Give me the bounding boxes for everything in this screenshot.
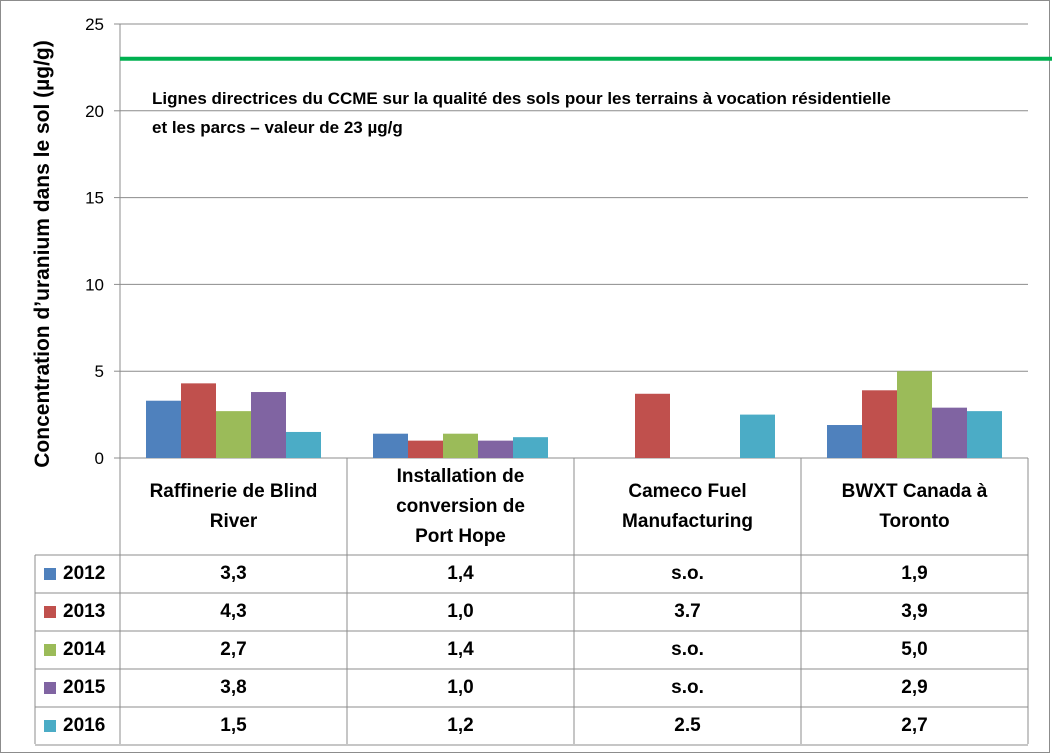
legend-swatch	[44, 644, 56, 656]
bar	[862, 390, 897, 458]
y-tick-label: 10	[85, 275, 104, 294]
table-cell: 1,2	[447, 715, 474, 736]
bar	[967, 411, 1002, 458]
legend-swatch	[44, 568, 56, 580]
table-cell: 1,4	[447, 563, 474, 584]
table-cell: 4,3	[220, 601, 247, 622]
legend-entry: 2015	[35, 669, 120, 707]
table-cell: 3,9	[901, 601, 928, 622]
bar	[478, 440, 513, 458]
table-cell: 1,4	[447, 639, 474, 660]
y-tick-label: 25	[85, 15, 104, 34]
y-tick-label: 20	[85, 102, 104, 121]
legend-swatch	[44, 606, 56, 618]
table-cell: 5,0	[901, 639, 928, 660]
bar	[216, 411, 251, 458]
table-cell: 1,0	[447, 601, 474, 622]
reference-annotation: et les parcs – valeur de 23 µg/g	[152, 118, 403, 137]
bar	[635, 393, 670, 458]
bar	[513, 437, 548, 458]
reference-annotation: Lignes directrices du CCME sur la qualit…	[152, 89, 891, 108]
bar	[181, 383, 216, 458]
table-cell: 2.5	[674, 715, 701, 736]
table-cell: 1,0	[447, 677, 474, 698]
legend-label: 2013	[63, 601, 106, 622]
legend-label: 2014	[63, 639, 106, 660]
bar	[443, 433, 478, 458]
table-cell: 2,7	[901, 715, 928, 736]
bar	[897, 371, 932, 458]
table-cell: 2,9	[901, 677, 928, 698]
bar	[408, 440, 443, 458]
legend-label: 2016	[63, 715, 106, 736]
y-tick-label: 0	[95, 449, 104, 468]
bar	[932, 407, 967, 458]
bar	[251, 392, 286, 458]
legend-swatch	[44, 682, 56, 694]
legend-entry: 2013	[35, 593, 120, 631]
y-tick-label: 15	[85, 189, 104, 208]
category-label: Installation de conversion de Port Hope	[396, 465, 525, 547]
table-cell: 3,3	[220, 563, 247, 584]
table-cell: s.o.	[671, 677, 704, 698]
table-cell: 3,8	[220, 677, 247, 698]
table-cell: 2,7	[220, 639, 247, 660]
legend-label: 2015	[63, 677, 106, 698]
bar	[286, 431, 321, 458]
category-label: Raffinerie de Blind River	[149, 480, 318, 532]
category-label: Cameco Fuel Manufacturing	[622, 480, 753, 532]
legend-entry: 2012	[35, 555, 120, 593]
legend-swatch	[44, 720, 56, 732]
table-cell: 1,5	[220, 715, 247, 736]
bar	[827, 425, 862, 458]
y-tick-label: 5	[95, 362, 104, 381]
bar	[740, 414, 775, 458]
legend-entry: 2014	[35, 631, 120, 669]
table-cell: s.o.	[671, 563, 704, 584]
table-cell: 3.7	[674, 601, 701, 622]
legend-label: 2012	[63, 563, 106, 584]
category-label: BWXT Canada à Toronto	[841, 480, 988, 532]
table-cell: 1,9	[901, 563, 928, 584]
legend-entry: 2016	[35, 707, 120, 745]
table-cell: s.o.	[671, 639, 704, 660]
bar	[146, 400, 181, 458]
bar	[373, 433, 408, 458]
